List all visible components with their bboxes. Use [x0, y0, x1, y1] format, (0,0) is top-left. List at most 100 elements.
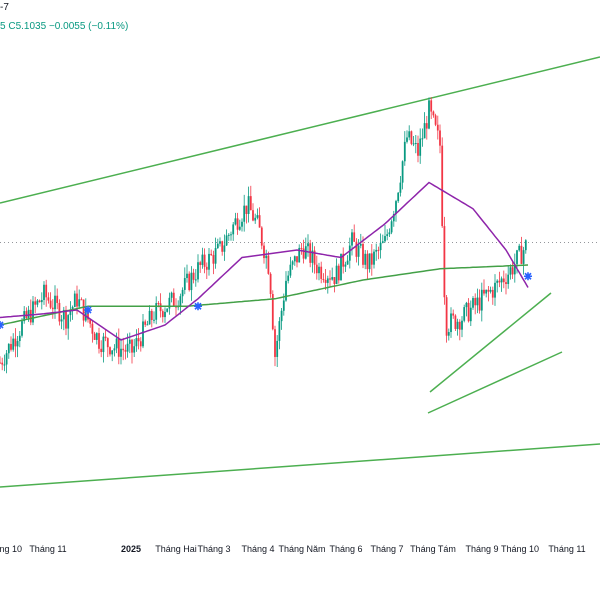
- candle-body: [315, 264, 318, 274]
- candle-body: [467, 302, 470, 322]
- candle-body: [170, 292, 173, 298]
- candle-body: [205, 266, 208, 270]
- candle-body: [164, 311, 166, 318]
- x-tick-label: Tháng 3: [197, 544, 230, 554]
- candle-body: [276, 340, 279, 357]
- candle-body: [34, 301, 37, 305]
- candle-body: [84, 307, 87, 321]
- candle-body: [456, 321, 459, 329]
- candle-body: [362, 243, 364, 265]
- x-tick-label: Tháng Hai: [155, 544, 197, 554]
- candle-body: [516, 250, 518, 265]
- candle-body: [3, 364, 6, 366]
- candle-body: [45, 284, 48, 298]
- candle-body: [351, 232, 353, 246]
- candle-body: [494, 282, 496, 298]
- candle-body: [329, 278, 331, 280]
- candle-body: [232, 224, 235, 235]
- candle-body: [289, 264, 292, 276]
- candle-body: [311, 250, 314, 263]
- candle-body: [21, 321, 23, 336]
- candle-body: [480, 289, 483, 311]
- candle-body: [485, 289, 488, 294]
- candle-body: [373, 251, 375, 265]
- candle-body: [40, 299, 43, 303]
- candle-body: [161, 311, 164, 318]
- candle-body: [500, 278, 503, 283]
- candle-body: [144, 321, 147, 325]
- candle-body: [38, 300, 41, 303]
- x-tick-label: 2025: [121, 544, 141, 554]
- candle-body: [302, 248, 305, 259]
- candle-body: [285, 280, 287, 301]
- candle-body: [234, 218, 237, 225]
- candle-body: [322, 278, 325, 280]
- candle-body: [403, 141, 406, 162]
- candle-body: [128, 339, 131, 344]
- candle-body: [513, 264, 516, 275]
- candle-body: [155, 303, 158, 320]
- candle-body: [522, 250, 525, 264]
- symbol-header: -7: [0, 2, 9, 13]
- candle-body: [56, 295, 59, 303]
- candle-body: [386, 234, 389, 237]
- candle-body: [436, 124, 439, 131]
- candle-body: [91, 323, 94, 334]
- candle-body: [104, 336, 107, 339]
- x-tick-label: Tháng 11: [548, 544, 585, 554]
- candle-body: [27, 309, 30, 318]
- candle-body: [18, 335, 21, 342]
- candle-body: [381, 241, 384, 243]
- candle-body: [377, 249, 380, 251]
- markers-layer: [0, 272, 532, 329]
- candle-body: [346, 260, 349, 265]
- candle-body: [113, 348, 116, 351]
- x-tick-label: Tháng 9: [465, 544, 498, 554]
- candle-body: [223, 245, 226, 252]
- candle-body: [452, 313, 455, 316]
- candle-body: [190, 272, 193, 291]
- candle-body: [447, 332, 450, 336]
- candle-body: [395, 201, 397, 214]
- candle-body: [412, 143, 415, 145]
- candle-body: [0, 362, 1, 364]
- candle-body: [271, 294, 274, 330]
- candle-body: [194, 279, 197, 281]
- candle-body: [280, 310, 283, 322]
- candle-body: [210, 253, 213, 256]
- candle-body: [60, 319, 63, 322]
- candle-body: [73, 293, 76, 307]
- candle-body: [364, 253, 367, 265]
- ohlc-readout: 5 C5.1035 −0.0055 (−0.11%): [0, 21, 128, 32]
- candle-body: [337, 265, 340, 281]
- channel-top-line: [0, 56, 600, 204]
- candle-body: [212, 255, 215, 264]
- candle-body: [309, 243, 312, 263]
- candle-body: [10, 343, 12, 350]
- candle-body: [489, 289, 492, 292]
- candle-body: [401, 161, 404, 183]
- candle-body: [227, 234, 230, 236]
- candle-body: [168, 297, 171, 309]
- candle-body: [146, 324, 149, 326]
- candle-body: [324, 279, 327, 283]
- candle-body: [298, 247, 301, 263]
- candle-body: [122, 348, 125, 351]
- candle-body: [221, 241, 224, 252]
- candle-body: [439, 130, 441, 146]
- candle-body: [126, 343, 129, 352]
- candle-body: [291, 261, 294, 265]
- candle-body: [335, 265, 338, 284]
- candle-body: [505, 282, 507, 285]
- candle-body: [115, 338, 118, 349]
- candle-body: [304, 246, 307, 259]
- candle-body: [137, 338, 140, 342]
- candle-body: [95, 333, 98, 340]
- candle-body: [353, 232, 356, 242]
- close-value: 5.1035: [15, 21, 47, 32]
- candle-body: [43, 284, 45, 300]
- candle-body: [254, 217, 257, 221]
- candle-body: [14, 338, 17, 347]
- candle-body: [287, 275, 290, 281]
